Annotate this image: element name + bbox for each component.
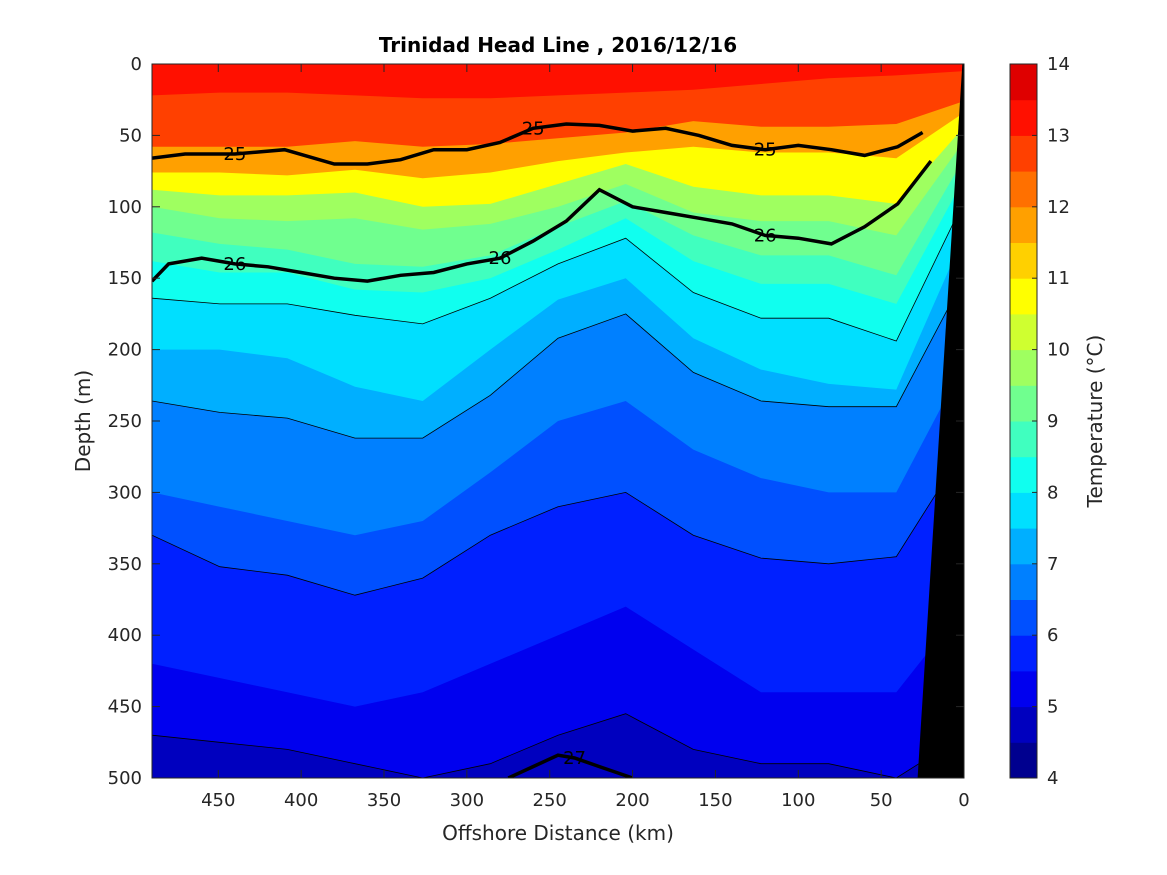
y-tick-label: 50	[119, 125, 142, 146]
density-contour-label: 26	[223, 254, 246, 275]
colorbar-swatch	[1010, 599, 1037, 636]
x-axis: 450 400 350 300 250 200 150 100 50 0	[201, 64, 970, 811]
colorbar-swatch	[1010, 706, 1037, 743]
colorbar-swatch	[1010, 528, 1037, 565]
colorbar-swatch	[1010, 64, 1037, 101]
x-tick-label: 250	[533, 790, 567, 811]
y-tick-label: 100	[108, 197, 142, 218]
colorbar-tick-label: 5	[1047, 697, 1058, 718]
colorbar-swatch	[1010, 242, 1037, 279]
x-tick-label: 350	[367, 790, 401, 811]
density-contour-25	[152, 122, 924, 166]
y-tick-label: 300	[108, 482, 142, 503]
isotherm-line	[152, 449, 964, 596]
density-contours	[152, 122, 933, 778]
density-contour-label: 26	[489, 248, 512, 269]
y-tick-label: 450	[108, 697, 142, 718]
colorbar-tick-label: 12	[1047, 197, 1070, 218]
y-axis-label: Depth (m)	[71, 370, 95, 472]
x-tick-label: 0	[958, 790, 969, 811]
y-axis: 0 50 100 150 200 250 300 350 400 450 500	[108, 54, 964, 789]
colorbar-swatch	[1010, 313, 1037, 351]
colorbar-swatch	[1010, 278, 1037, 315]
isotherm-line	[152, 200, 964, 342]
colorbar-tick-label: 8	[1047, 482, 1058, 503]
x-tick-label: 400	[284, 790, 318, 811]
colorbar-tick-label: 9	[1047, 411, 1058, 432]
colorbar: 4 5 6 7 8 9 10 11 12 13 14	[1009, 54, 1070, 789]
density-contour-label: 25	[522, 118, 545, 139]
thin-isotherm-lines	[152, 200, 964, 778]
y-tick-label: 500	[108, 768, 142, 789]
plot-area: 25 25 25 26 26 26 27	[151, 63, 965, 779]
density-contour-label: 26	[754, 225, 777, 246]
colorbar-swatch	[1010, 563, 1037, 600]
colorbar-swatch	[1010, 99, 1037, 136]
colorbar-tick-label: 4	[1047, 768, 1058, 789]
x-axis-label: Offshore Distance (km)	[442, 821, 674, 845]
y-tick-label: 150	[108, 268, 142, 289]
colorbar-tick-label: 7	[1047, 554, 1058, 575]
temperature-band	[152, 713, 964, 778]
density-contour-27	[507, 753, 634, 778]
y-tick-label: 200	[108, 340, 142, 361]
colorbar-swatch	[1010, 635, 1037, 672]
density-contour-label: 25	[754, 140, 777, 161]
colorbar-tick-label: 13	[1047, 125, 1070, 146]
colorbar-swatch	[1010, 492, 1037, 529]
colorbar-tick-label: 10	[1047, 340, 1070, 361]
colorbar-label: Temperature (°C)	[1083, 335, 1107, 509]
density-contour-label: 27	[563, 748, 586, 769]
density-contour-label: 25	[223, 144, 246, 165]
colorbar-swatch	[1010, 670, 1037, 708]
x-tick-label: 450	[201, 790, 235, 811]
colorbar-swatch	[1010, 171, 1037, 208]
colorbar-swatch	[1010, 742, 1037, 779]
density-contour-labels: 25 25 25 26 26 26 27	[223, 118, 777, 769]
y-tick-label: 400	[108, 625, 142, 646]
temperature-band	[152, 606, 964, 778]
y-tick-label: 350	[108, 554, 142, 575]
seafloor-mask	[917, 64, 964, 778]
colorbar-swatch	[1010, 421, 1037, 458]
colorbar-tick-label: 11	[1047, 268, 1070, 289]
density-contour-26	[152, 160, 933, 283]
colorbar-swatch	[1010, 135, 1037, 172]
isotherm-line	[152, 713, 964, 778]
x-tick-label: 200	[615, 790, 649, 811]
colorbar-tick-label: 6	[1047, 625, 1058, 646]
isotherm-line	[152, 278, 964, 439]
colorbar-swatch	[1010, 349, 1037, 386]
colorbar-swatch	[1010, 385, 1037, 422]
x-tick-label: 100	[781, 790, 815, 811]
colorbar-swatch	[1010, 456, 1037, 493]
y-tick-label: 250	[108, 411, 142, 432]
y-tick-label: 0	[131, 54, 142, 75]
chart-title: Trinidad Head Line , 2016/12/16	[379, 33, 737, 57]
x-tick-label: 150	[698, 790, 732, 811]
colorbar-tick-label: 14	[1047, 54, 1070, 75]
x-tick-label: 300	[450, 790, 484, 811]
temperature-fills	[152, 64, 964, 778]
x-tick-label: 50	[870, 790, 893, 811]
colorbar-swatch	[1010, 206, 1037, 243]
